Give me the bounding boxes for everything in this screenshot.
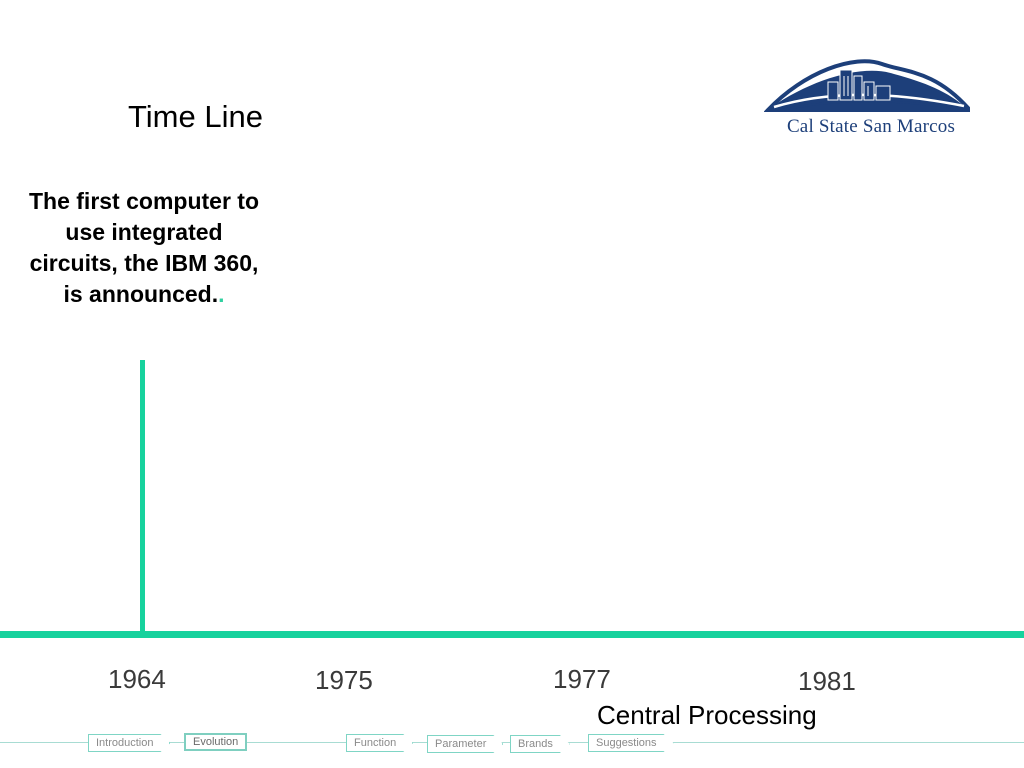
nav-introduction[interactable]: Introduction: [88, 734, 170, 752]
event-text: The first computer to use integrated cir…: [28, 188, 259, 307]
year-1977: 1977: [553, 664, 611, 694]
nav-suggestions[interactable]: Suggestions: [588, 734, 674, 752]
timeline-axis: [0, 631, 1024, 638]
campus-skyline-icon: [764, 59, 970, 112]
nav-function[interactable]: Function: [346, 734, 413, 752]
logo-wordmark: Cal State San Marcos: [786, 116, 956, 137]
year-1964: 1964: [108, 664, 166, 694]
section-subtitle: Central Processing: [597, 700, 817, 730]
nav-parameter[interactable]: Parameter: [427, 735, 503, 753]
year-1981: 1981: [798, 666, 856, 696]
event-description: The first computer to use integrated cir…: [20, 186, 268, 310]
university-logo: Cal State San Marcos: [764, 52, 974, 144]
nav-brands[interactable]: Brands: [510, 735, 570, 753]
nav-evolution[interactable]: Evolution: [184, 733, 248, 751]
event-trailing-dot: .: [218, 281, 225, 307]
slide-title: Time Line: [128, 99, 263, 134]
timeline-event-marker: [140, 360, 145, 634]
year-1975: 1975: [315, 665, 373, 695]
